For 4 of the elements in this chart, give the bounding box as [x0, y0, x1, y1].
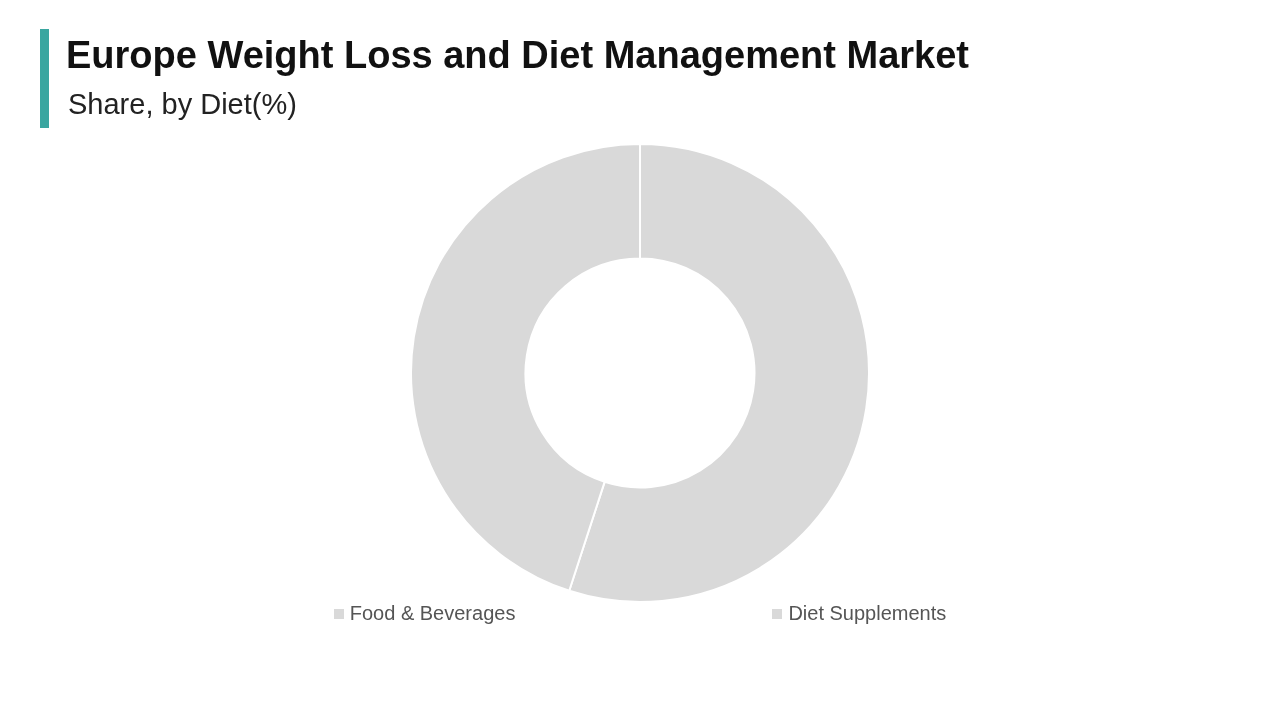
chart-title: Europe Weight Loss and Diet Management Market — [66, 34, 970, 77]
chart-subtitle: Share, by Diet(%) — [68, 88, 297, 121]
legend-label: Food & Beverages — [349, 602, 516, 625]
legend-label: Diet Supplements — [788, 602, 947, 625]
